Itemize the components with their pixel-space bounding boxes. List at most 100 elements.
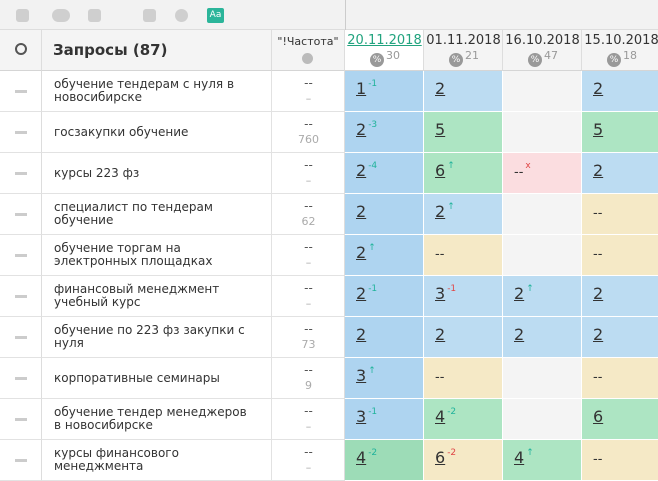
table-icon[interactable] <box>143 9 156 22</box>
position-cell[interactable]: 4 -2 <box>424 399 503 440</box>
position-cell[interactable]: -- <box>582 440 658 481</box>
position-cell[interactable]: 2 <box>503 317 582 358</box>
position-cell[interactable]: 2 <box>424 71 503 112</box>
position-cell[interactable]: -- <box>424 358 503 399</box>
row-handle[interactable] <box>15 213 27 216</box>
position-cell[interactable]: 6 -2 <box>424 440 503 481</box>
position-cell[interactable]: 6 ↑ <box>424 153 503 194</box>
position-value: 2 <box>514 325 525 344</box>
position-cell[interactable]: 3 -1 <box>424 276 503 317</box>
position-cell[interactable]: 4 ↑ <box>503 440 582 481</box>
query-cell: специалист по тендерам обучение <box>42 194 272 235</box>
freq-cell <box>272 399 345 440</box>
position-cell[interactable]: 2 -1 <box>345 276 424 317</box>
position-cell[interactable]: 1 -1 <box>345 71 424 112</box>
position-value: -- <box>593 452 603 467</box>
date-label[interactable]: 01.11.2018 <box>426 33 501 48</box>
query-cell: курсы 223 фз <box>42 153 272 194</box>
date-header[interactable]: 20.11.2018% 30 <box>345 30 424 71</box>
position-value: 6 <box>435 161 446 180</box>
position-cell[interactable]: 2 <box>582 276 658 317</box>
position-change: x <box>525 161 531 171</box>
link-icon[interactable] <box>88 9 101 22</box>
position-value: 2 <box>356 161 367 180</box>
row-handle[interactable] <box>15 336 27 339</box>
font-icon[interactable]: Aa <box>207 8 224 23</box>
percent-value: 21 <box>465 49 479 62</box>
contrast-icon[interactable] <box>175 9 188 22</box>
position-value: 3 <box>356 366 367 385</box>
date-header[interactable]: 01.11.2018% 21 <box>424 30 503 71</box>
position-cell[interactable]: 2 <box>345 194 424 235</box>
position-cell[interactable]: 5 <box>424 112 503 153</box>
query-cell: обучение тендер менеджеров в новосибирск… <box>42 399 272 440</box>
freq-cell <box>272 71 345 112</box>
row-handle[interactable] <box>15 377 27 380</box>
position-cell[interactable]: 2 -3 <box>345 112 424 153</box>
date-label[interactable]: 15.10.2018 <box>584 33 658 48</box>
position-value: 1 <box>356 79 367 98</box>
position-cell[interactable]: 2 ↑ <box>424 194 503 235</box>
row-handle-cell <box>0 153 42 194</box>
position-cell <box>503 71 582 112</box>
position-cell[interactable]: 2 ↑ <box>503 276 582 317</box>
position-cell[interactable]: 6 <box>582 399 658 440</box>
position-cell[interactable]: 2 <box>424 317 503 358</box>
globe-icon <box>302 53 313 64</box>
query-text: обучение по 223 фз закупки с нуля <box>54 323 245 350</box>
position-cell[interactable]: 2 <box>582 71 658 112</box>
position-cell[interactable]: 3 -1 <box>345 399 424 440</box>
position-value: -- <box>593 370 603 385</box>
position-cell[interactable]: 2 ↑ <box>345 235 424 276</box>
query-header[interactable]: Запросы (87) <box>42 30 272 71</box>
position-cell[interactable]: 2 <box>582 317 658 358</box>
row-handle[interactable] <box>15 254 27 257</box>
percent-value: 47 <box>544 49 558 62</box>
position-cell <box>503 399 582 440</box>
freq-cell <box>272 194 345 235</box>
freq-cell <box>272 112 345 153</box>
percent-value: 18 <box>623 49 637 62</box>
position-cell[interactable]: -- x <box>503 153 582 194</box>
position-cell[interactable]: -- <box>424 235 503 276</box>
position-value: 2 <box>593 284 604 303</box>
freq-header[interactable]: "!Частота" <box>272 30 345 71</box>
date-label[interactable]: 20.11.2018 <box>347 33 422 48</box>
position-value: 2 <box>593 79 604 98</box>
position-change: -2 <box>447 448 457 458</box>
freq-sub: 62 <box>301 215 316 228</box>
freq-cell <box>272 276 345 317</box>
position-cell[interactable]: 4 -2 <box>345 440 424 481</box>
freq-sub: – <box>305 92 312 105</box>
position-cell[interactable]: 2 <box>345 317 424 358</box>
row-handle-cell <box>0 112 42 153</box>
toggle-icon[interactable] <box>52 9 70 22</box>
position-cell[interactable]: 2 <box>582 153 658 194</box>
position-cell[interactable]: 3 ↑ <box>345 358 424 399</box>
position-cell[interactable]: 5 <box>582 112 658 153</box>
position-cell[interactable]: -- <box>582 194 658 235</box>
date-header[interactable]: 15.10.2018% 18 <box>582 30 658 71</box>
row-handle[interactable] <box>15 459 27 462</box>
row-handle[interactable] <box>15 295 27 298</box>
row-handle[interactable] <box>15 131 27 134</box>
position-cell[interactable]: -- <box>582 358 658 399</box>
position-cell[interactable]: 2 -4 <box>345 153 424 194</box>
row-handle-cell <box>0 235 42 276</box>
freq-sub: – <box>305 174 312 187</box>
position-cell[interactable]: -- <box>582 235 658 276</box>
row-handle[interactable] <box>15 90 27 93</box>
freq-value: -- <box>304 322 313 336</box>
row-handle[interactable] <box>15 418 27 421</box>
date-header[interactable]: 16.10.2018% 47 <box>503 30 582 71</box>
freq-value: -- <box>304 158 313 172</box>
separator <box>345 0 346 30</box>
position-value: 2 <box>356 284 367 303</box>
query-text: корпоративные семинары <box>54 370 220 385</box>
position-value: 2 <box>356 120 367 139</box>
row-handle[interactable] <box>15 172 27 175</box>
date-label[interactable]: 16.10.2018 <box>505 33 580 48</box>
query-text: обучение тендер менеджеров в новосибирск… <box>54 405 247 432</box>
sort-icon[interactable] <box>16 9 29 22</box>
percent-icon: % <box>607 53 621 67</box>
